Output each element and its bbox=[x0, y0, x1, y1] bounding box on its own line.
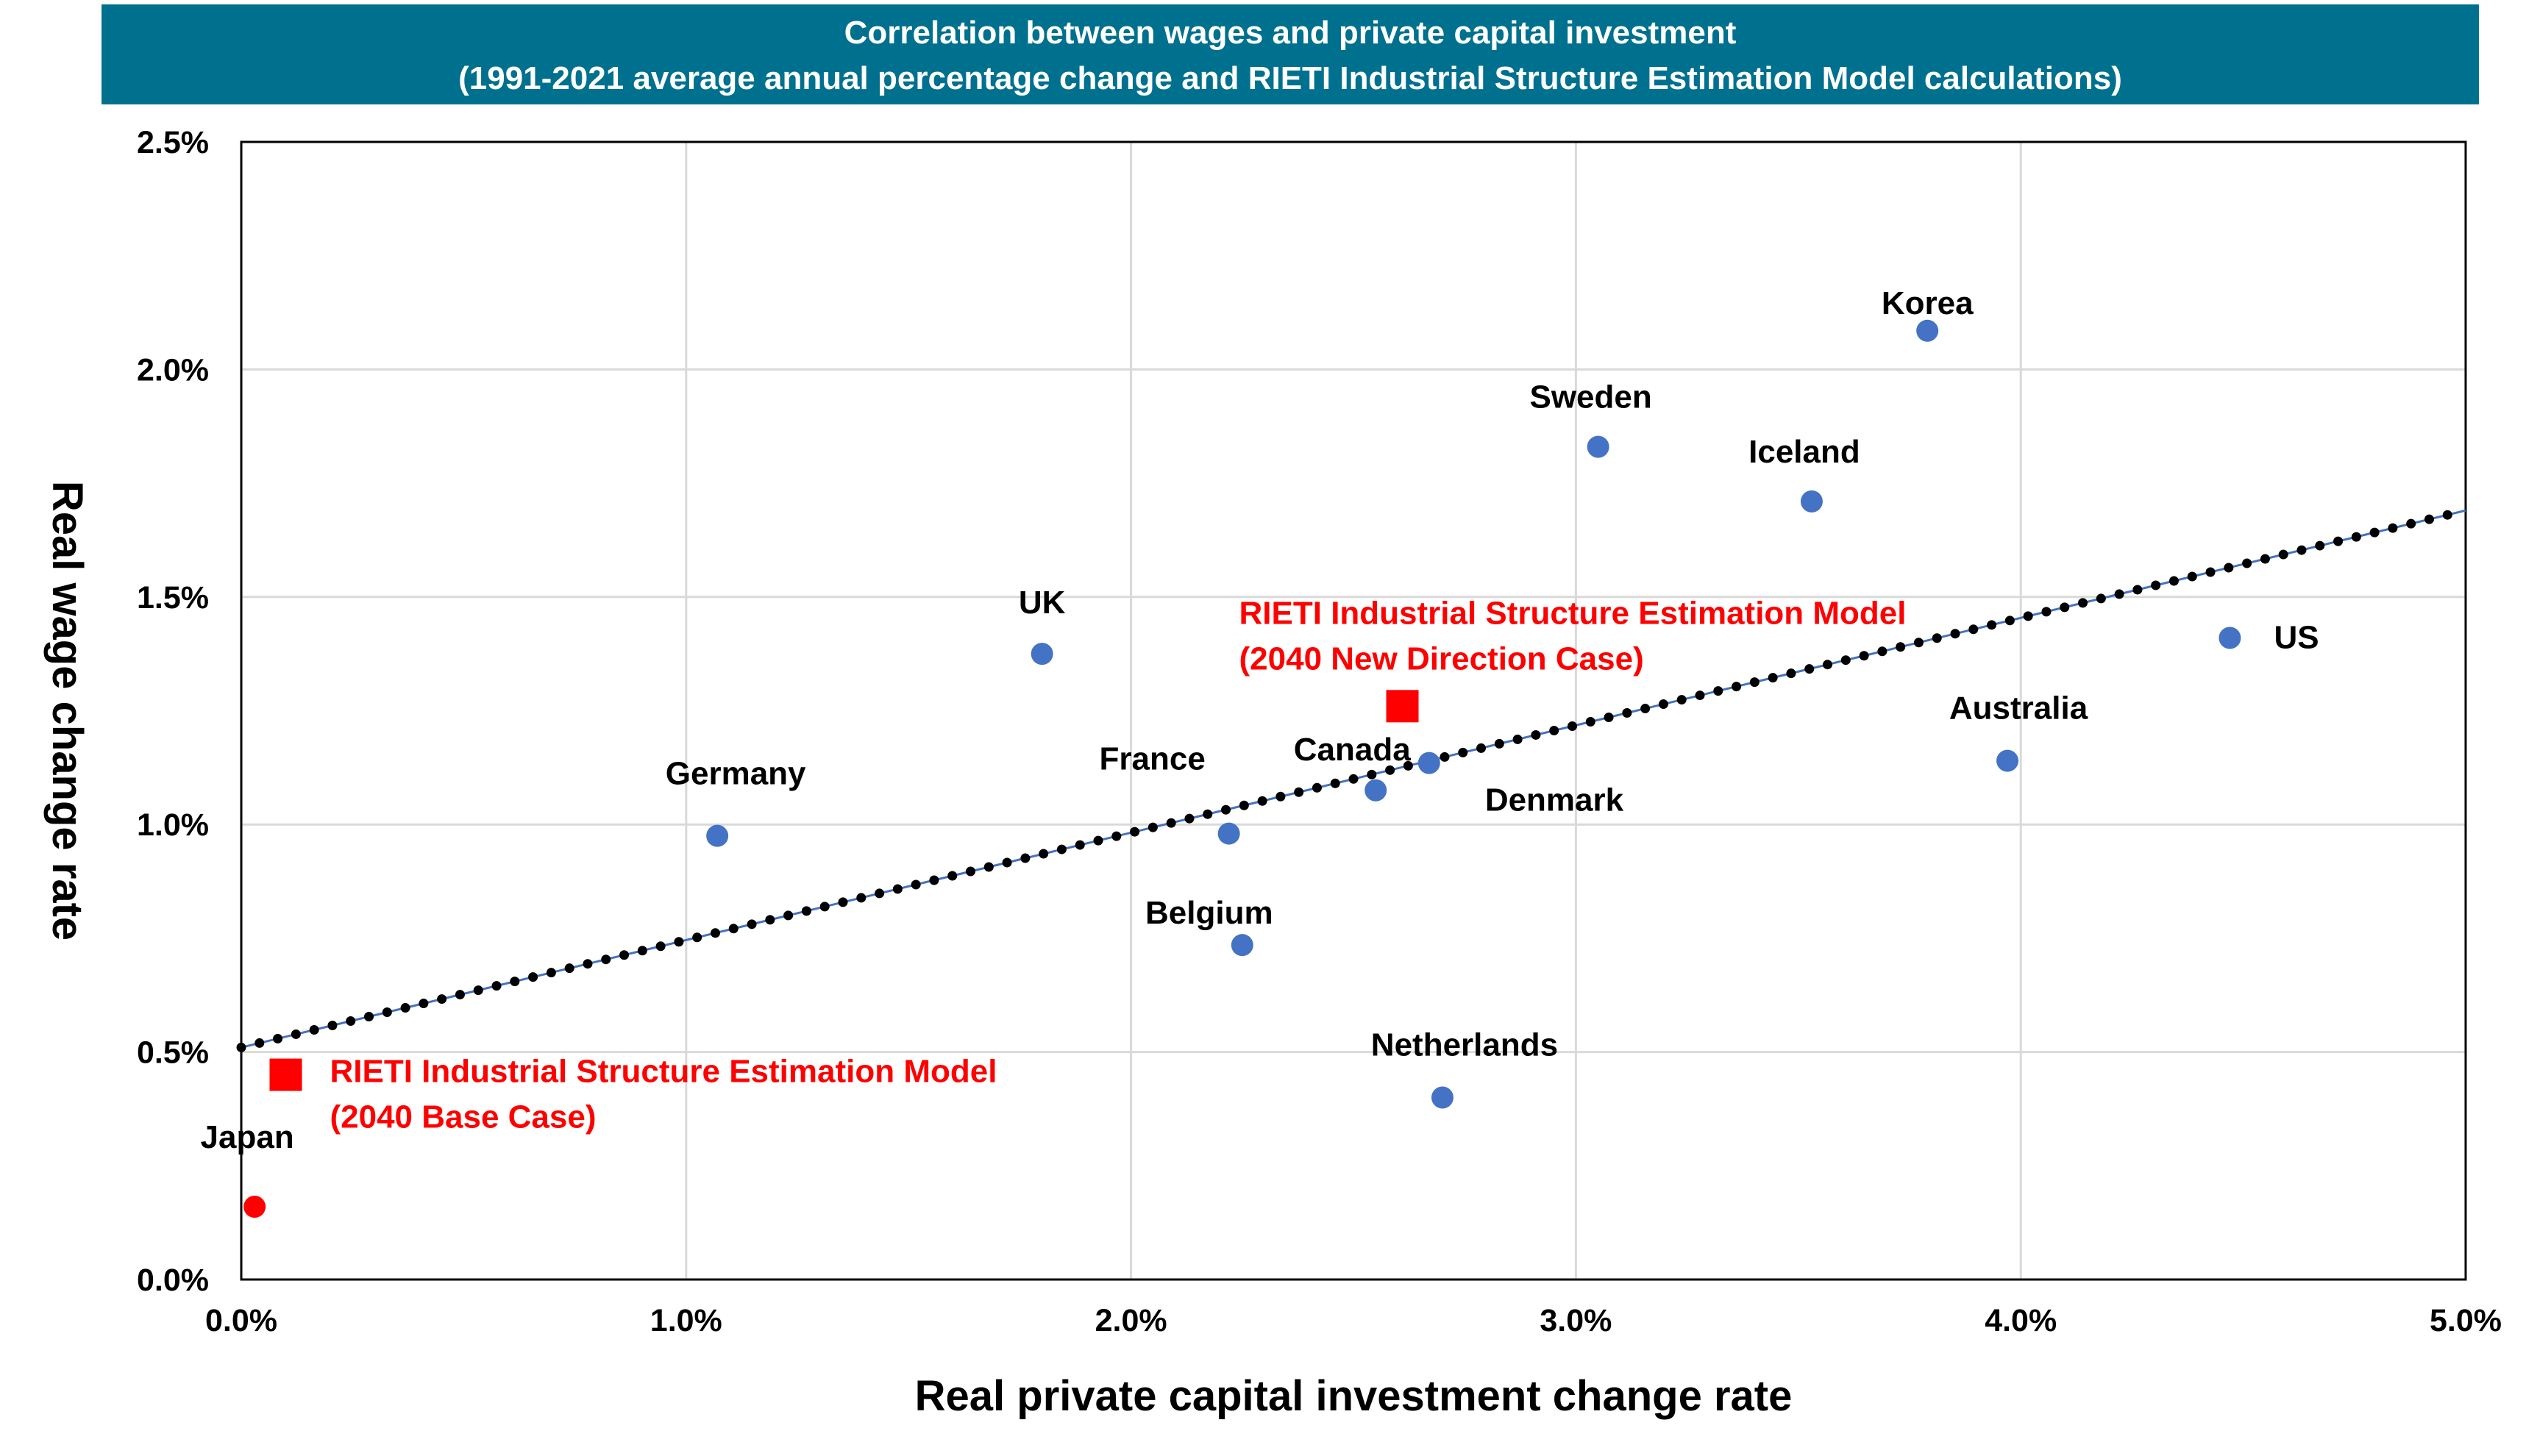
gridlines bbox=[241, 142, 2466, 1280]
label-netherlands: Netherlands bbox=[1371, 1027, 1558, 1063]
point-labels: Japan Germany UK France Belgium Canada Denmark… bbox=[201, 285, 2319, 1155]
label-germany: Germany bbox=[666, 756, 806, 792]
highlight-label-line2: (2040 New Direction Case) bbox=[1239, 640, 1644, 677]
label-uk: UK bbox=[1019, 585, 1066, 621]
y-tick-label: 0.5% bbox=[137, 1035, 209, 1071]
label-denmark: Denmark bbox=[1485, 782, 1624, 818]
point-denmark bbox=[1417, 752, 1440, 774]
label-australia: Australia bbox=[1949, 690, 2088, 727]
chart-subtitle: (1991-2021 average annual percentage cha… bbox=[458, 60, 2122, 96]
point-belgium bbox=[1231, 934, 1253, 957]
point-japan bbox=[243, 1195, 266, 1218]
point-canada bbox=[1364, 779, 1387, 802]
point-australia bbox=[1996, 749, 2019, 772]
y-tick-label: 2.5% bbox=[137, 125, 209, 160]
highlight-label-line2: (2040 Base Case) bbox=[330, 1099, 596, 1135]
label-iceland: Iceland bbox=[1748, 434, 1860, 470]
y-tick-label: 1.5% bbox=[137, 580, 209, 615]
label-belgium: Belgium bbox=[1145, 895, 1273, 931]
point-uk bbox=[1031, 643, 1053, 665]
trendline bbox=[236, 505, 2471, 1052]
x-tick-label: 3.0% bbox=[1540, 1303, 1612, 1338]
point-korea bbox=[1916, 319, 1939, 342]
point-netherlands bbox=[1431, 1086, 1453, 1109]
label-japan: Japan bbox=[201, 1119, 294, 1155]
data-points bbox=[243, 319, 2241, 1218]
x-axis-title: Real private capital investment change r… bbox=[915, 1372, 1793, 1420]
x-tick-label: 2.0% bbox=[1095, 1303, 1167, 1338]
label-korea: Korea bbox=[1882, 285, 1974, 321]
highlight-label-line1: RIETI Industrial Structure Estimation Mo… bbox=[1239, 595, 1907, 631]
tick-labels: 0.0% 1.0% 2.0% 3.0% 4.0% 5.0% 0.0% 0.5% 1.0% 1.5%… bbox=[137, 125, 2502, 1338]
y-tick-label: 0.0% bbox=[137, 1263, 209, 1298]
plot-area-frame bbox=[240, 140, 2467, 1281]
label-sweden: Sweden bbox=[1529, 379, 1651, 415]
label-us: US bbox=[2274, 619, 2319, 655]
point-iceland bbox=[1800, 490, 1823, 513]
label-france: France bbox=[1100, 741, 1206, 777]
x-tick-label: 4.0% bbox=[1985, 1303, 2057, 1338]
x-tick-label: 1.0% bbox=[650, 1303, 722, 1338]
chart-title: Correlation between wages and private ca… bbox=[844, 15, 1737, 51]
highlight-square bbox=[1386, 690, 1419, 723]
highlight-square bbox=[269, 1058, 302, 1091]
y-axis-title: Real wage change rate bbox=[43, 481, 91, 941]
trendline-dots bbox=[236, 505, 2471, 1052]
x-tick-label: 0.0% bbox=[205, 1303, 277, 1338]
highlight-label-line1: RIETI Industrial Structure Estimation Mo… bbox=[330, 1054, 997, 1090]
point-sweden bbox=[1587, 435, 1609, 458]
x-tick-label: 5.0% bbox=[2430, 1303, 2502, 1338]
chart-title-banner: Correlation between wages and private ca… bbox=[102, 4, 2479, 104]
point-us bbox=[2218, 627, 2241, 649]
point-germany bbox=[706, 824, 729, 847]
label-canada: Canada bbox=[1294, 732, 1411, 768]
y-tick-label: 2.0% bbox=[137, 352, 209, 388]
y-tick-label: 1.0% bbox=[137, 807, 209, 843]
point-france bbox=[1217, 822, 1240, 845]
